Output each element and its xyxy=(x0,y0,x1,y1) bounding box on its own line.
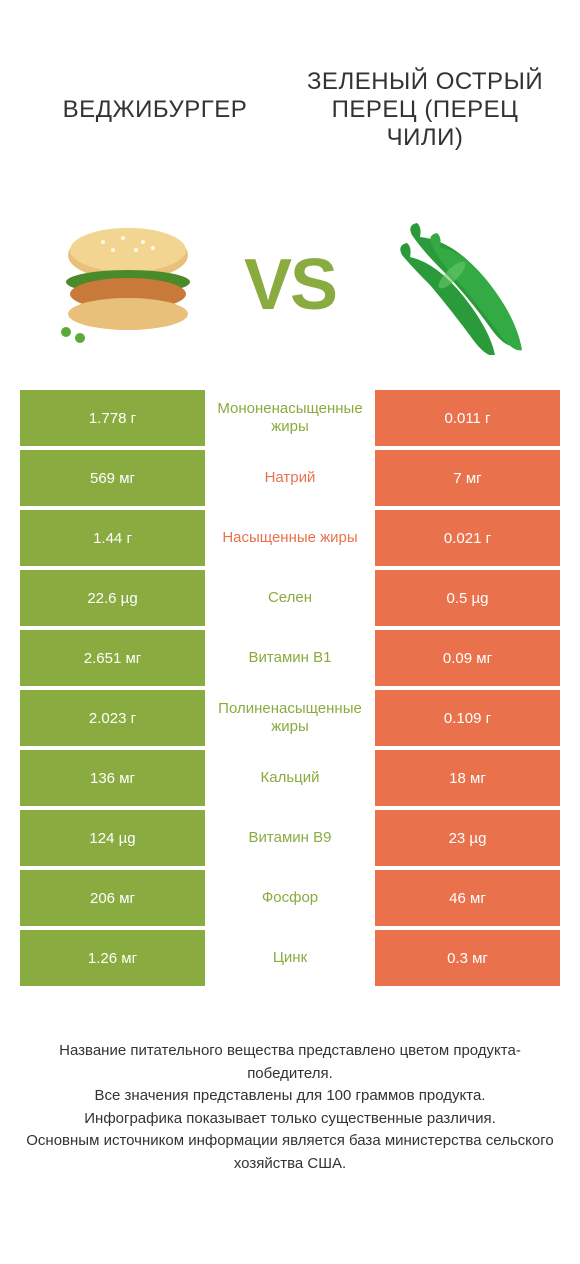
header-right: ЗЕЛЕНЫЙ ОСТРЫЙ ПЕРЕЦ (ПЕРЕЦ ЧИЛИ) xyxy=(290,30,560,190)
nutrient-label: Селен xyxy=(205,570,375,626)
table-row: 136 мгКальций18 мг xyxy=(20,750,560,806)
footnote-line: Основным источником информации является … xyxy=(20,1130,560,1175)
nutrient-label: Цинк xyxy=(205,930,375,986)
footnote-line: Все значения представлены для 100 граммо… xyxy=(20,1085,560,1108)
nutrient-label: Мононенасыщенные жиры xyxy=(205,390,375,446)
right-value: 46 мг xyxy=(375,870,560,926)
left-value: 1.778 г xyxy=(20,390,205,446)
footnotes: Название питательного вещества представл… xyxy=(0,990,580,1195)
burger-icon xyxy=(48,215,208,355)
footnote-line: Название питательного вещества представл… xyxy=(20,1040,560,1085)
right-value: 18 мг xyxy=(375,750,560,806)
right-value: 7 мг xyxy=(375,450,560,506)
table-row: 2.023 гПолиненасыщенные жиры0.109 г xyxy=(20,690,560,746)
comparison-table: 1.778 гМононенасыщенные жиры0.011 г569 м… xyxy=(20,390,560,986)
table-row: 1.26 мгЦинк0.3 мг xyxy=(20,930,560,986)
table-row: 22.6 µgСелен0.5 µg xyxy=(20,570,560,626)
nutrient-label: Витамин В9 xyxy=(205,810,375,866)
nutrient-label: Кальций xyxy=(205,750,375,806)
left-value: 2.651 мг xyxy=(20,630,205,686)
left-value: 1.26 мг xyxy=(20,930,205,986)
table-row: 569 мгНатрий7 мг xyxy=(20,450,560,506)
table-row: 2.651 мгВитамин В10.09 мг xyxy=(20,630,560,686)
right-value: 0.5 µg xyxy=(375,570,560,626)
nutrient-label: Фосфор xyxy=(205,870,375,926)
right-value: 0.3 мг xyxy=(375,930,560,986)
right-value: 0.109 г xyxy=(375,690,560,746)
right-value: 23 µg xyxy=(375,810,560,866)
nutrient-label: Насыщенные жиры xyxy=(205,510,375,566)
table-row: 124 µgВитамин В923 µg xyxy=(20,810,560,866)
table-row: 1.44 гНасыщенные жиры0.021 г xyxy=(20,510,560,566)
left-value: 2.023 г xyxy=(20,690,205,746)
nutrient-label: Натрий xyxy=(205,450,375,506)
right-value: 0.011 г xyxy=(375,390,560,446)
left-value: 124 µg xyxy=(20,810,205,866)
header-left: ВЕДЖИБУРГЕР xyxy=(20,30,290,190)
chili-icon xyxy=(372,215,532,355)
footnote-line: Инфографика показывает только существенн… xyxy=(20,1108,560,1131)
left-value: 22.6 µg xyxy=(20,570,205,626)
left-value: 206 мг xyxy=(20,870,205,926)
left-value: 136 мг xyxy=(20,750,205,806)
table-row: 1.778 гМононенасыщенные жиры0.011 г xyxy=(20,390,560,446)
image-row: VS xyxy=(0,200,580,390)
left-value: 569 мг xyxy=(20,450,205,506)
table-row: 206 мгФосфор46 мг xyxy=(20,870,560,926)
left-value: 1.44 г xyxy=(20,510,205,566)
nutrient-label: Полиненасыщенные жиры xyxy=(205,690,375,746)
vs-label: VS xyxy=(244,244,336,326)
right-value: 0.09 мг xyxy=(375,630,560,686)
header-row: ВЕДЖИБУРГЕР ЗЕЛЕНЫЙ ОСТРЫЙ ПЕРЕЦ (ПЕРЕЦ … xyxy=(0,0,580,200)
right-value: 0.021 г xyxy=(375,510,560,566)
nutrient-label: Витамин В1 xyxy=(205,630,375,686)
